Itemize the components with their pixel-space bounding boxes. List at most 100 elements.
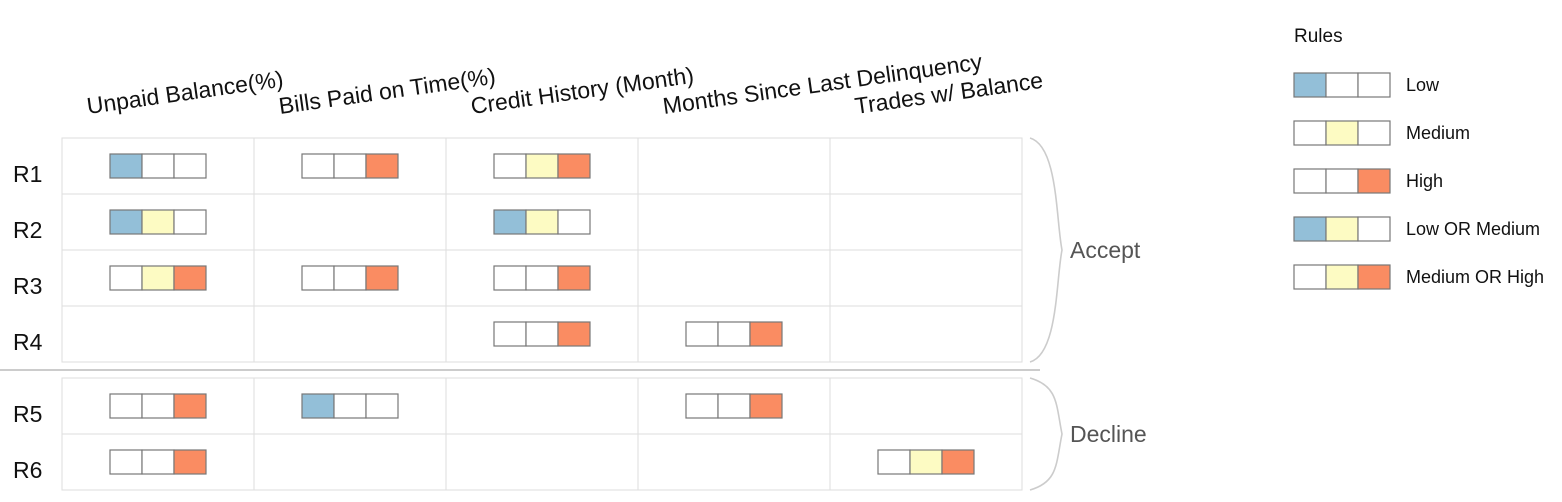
rule-cell-r2-col3-segment-high [557, 209, 591, 235]
brace-decline [1029, 377, 1063, 491]
group-decline: R5 R6 [13, 377, 1023, 491]
rule-label: R3 [13, 273, 42, 299]
rule-row-r6: R6 [13, 449, 975, 483]
legend-label: Low [1406, 75, 1440, 95]
rule-cell-r4-col3-segment-low [493, 321, 527, 347]
legend-item-1: Low [1293, 72, 1440, 98]
legend-swatch-medium [1325, 216, 1359, 242]
rule-cell-r1-col2-segment-low [301, 153, 335, 179]
rule-row-r1: R1 [13, 153, 591, 187]
legend-swatch-low [1293, 72, 1327, 98]
rule-cell-r5-col2-segment-high [365, 393, 399, 419]
legend-item-3: High [1293, 168, 1443, 194]
legend-swatch-high [1357, 72, 1391, 98]
rule-cell-r3-col2-segment-medium [333, 265, 367, 291]
legend-swatch-medium [1325, 72, 1359, 98]
column-headers: Unpaid Balance(%)Bills Paid on Time(%)Cr… [85, 48, 1044, 119]
rule-cell-r6-col5-segment-high [941, 449, 975, 475]
rule-cell-r1-col1-segment-medium [141, 153, 175, 179]
group-label-decline: Decline [1070, 421, 1147, 447]
column-header-3: Credit History (Month) [469, 62, 695, 119]
rule-cell-r1-col1-segment-low [109, 153, 143, 179]
rule-cell-r1-col3-segment-low [493, 153, 527, 179]
legend-label: Medium [1406, 123, 1470, 143]
legend-swatch-low [1293, 168, 1327, 194]
legend-label: Medium OR High [1406, 267, 1544, 287]
legend-swatch-high [1357, 120, 1391, 146]
rule-cell-r5-col1-segment-medium [141, 393, 175, 419]
rule-cell-r5-col4 [685, 393, 783, 419]
rule-cell-r6-col1-segment-high [173, 449, 207, 475]
group-accept: R1 R2 R3 R4 [13, 137, 1023, 363]
rule-cell-r5-col4-segment-low [685, 393, 719, 419]
rule-cell-r6-col1-segment-medium [141, 449, 175, 475]
column-header-1: Unpaid Balance(%) [85, 66, 285, 119]
rule-cell-r3-col1-segment-high [173, 265, 207, 291]
legend-swatch-low [1293, 264, 1327, 290]
rule-cell-r5-col2-segment-medium [333, 393, 367, 419]
rule-cell-r2-col1-segment-low [109, 209, 143, 235]
rule-cell-r2-col3-segment-low [493, 209, 527, 235]
legend-swatch-high [1357, 264, 1391, 290]
rule-cell-r5-col1 [109, 393, 207, 419]
rule-cell-r5-col2-segment-low [301, 393, 335, 419]
rule-cell-r1-col1 [109, 153, 207, 179]
rule-label: R6 [13, 457, 42, 483]
legend-swatch-medium [1325, 120, 1359, 146]
rule-cell-r4-col4-segment-medium [717, 321, 751, 347]
rule-row-r5: R5 [13, 393, 783, 427]
rule-cell-r3-col3-segment-medium [525, 265, 559, 291]
rule-cell-r5-col1-segment-high [173, 393, 207, 419]
rule-cell-r1-col3-segment-medium [525, 153, 559, 179]
group-label-accept: Accept [1070, 237, 1141, 263]
rule-cell-r3-col3-segment-high [557, 265, 591, 291]
rule-cell-r3-col3-segment-low [493, 265, 527, 291]
rule-cell-r5-col2 [301, 393, 399, 419]
legend-swatch-low [1293, 120, 1327, 146]
rule-label: R2 [13, 217, 42, 243]
legend: Rules Low Medium High Low OR Medium Medium OR… [1293, 26, 1544, 290]
rule-cell-r1-col3 [493, 153, 591, 179]
rule-cell-r2-col1-segment-high [173, 209, 207, 235]
rule-cell-r5-col4-segment-high [749, 393, 783, 419]
rule-grid: R1 R2 R3 R4 R5 R6 [0, 137, 1040, 491]
rule-cell-r6-col5 [877, 449, 975, 475]
rule-cell-r3-col2 [301, 265, 399, 291]
legend-title: Rules [1294, 26, 1343, 47]
rule-row-r3: R3 [13, 265, 591, 299]
rule-cell-r3-col2-segment-high [365, 265, 399, 291]
legend-swatch-medium [1325, 168, 1359, 194]
rule-cell-r3-col3 [493, 265, 591, 291]
rule-cell-r1-col1-segment-high [173, 153, 207, 179]
rule-cell-r4-col4-segment-high [749, 321, 783, 347]
legend-swatch-low [1293, 216, 1327, 242]
rule-cell-r4-col3 [493, 321, 591, 347]
rule-cell-r2-col3 [493, 209, 591, 235]
rule-row-r4: R4 [13, 321, 783, 355]
rule-row-r2: R2 [13, 209, 591, 243]
rule-cell-r6-col5-segment-medium [909, 449, 943, 475]
legend-item-4: Low OR Medium [1293, 216, 1540, 242]
rule-cell-r2-col1-segment-medium [141, 209, 175, 235]
rule-cell-r3-col2-segment-low [301, 265, 335, 291]
rule-cell-r2-col1 [109, 209, 207, 235]
column-header-2: Bills Paid on Time(%) [277, 63, 497, 119]
rule-cell-r1-col2 [301, 153, 399, 179]
rule-cell-r5-col4-segment-medium [717, 393, 751, 419]
legend-item-5: Medium OR High [1293, 264, 1544, 290]
rule-cell-r6-col1 [109, 449, 207, 475]
rule-cell-r3-col1-segment-medium [141, 265, 175, 291]
rule-label: R5 [13, 401, 42, 427]
rule-cell-r1-col2-segment-high [365, 153, 399, 179]
rule-cell-r4-col3-segment-high [557, 321, 591, 347]
legend-swatch-high [1357, 216, 1391, 242]
rule-cell-r4-col4 [685, 321, 783, 347]
rule-label: R4 [13, 329, 43, 355]
brace-accept [1029, 137, 1063, 363]
rule-cell-r6-col1-segment-low [109, 449, 143, 475]
group-braces: Accept Decline [1029, 137, 1147, 491]
legend-swatch-medium [1325, 264, 1359, 290]
legend-swatch-high [1357, 168, 1391, 194]
rule-cell-r4-col4-segment-low [685, 321, 719, 347]
